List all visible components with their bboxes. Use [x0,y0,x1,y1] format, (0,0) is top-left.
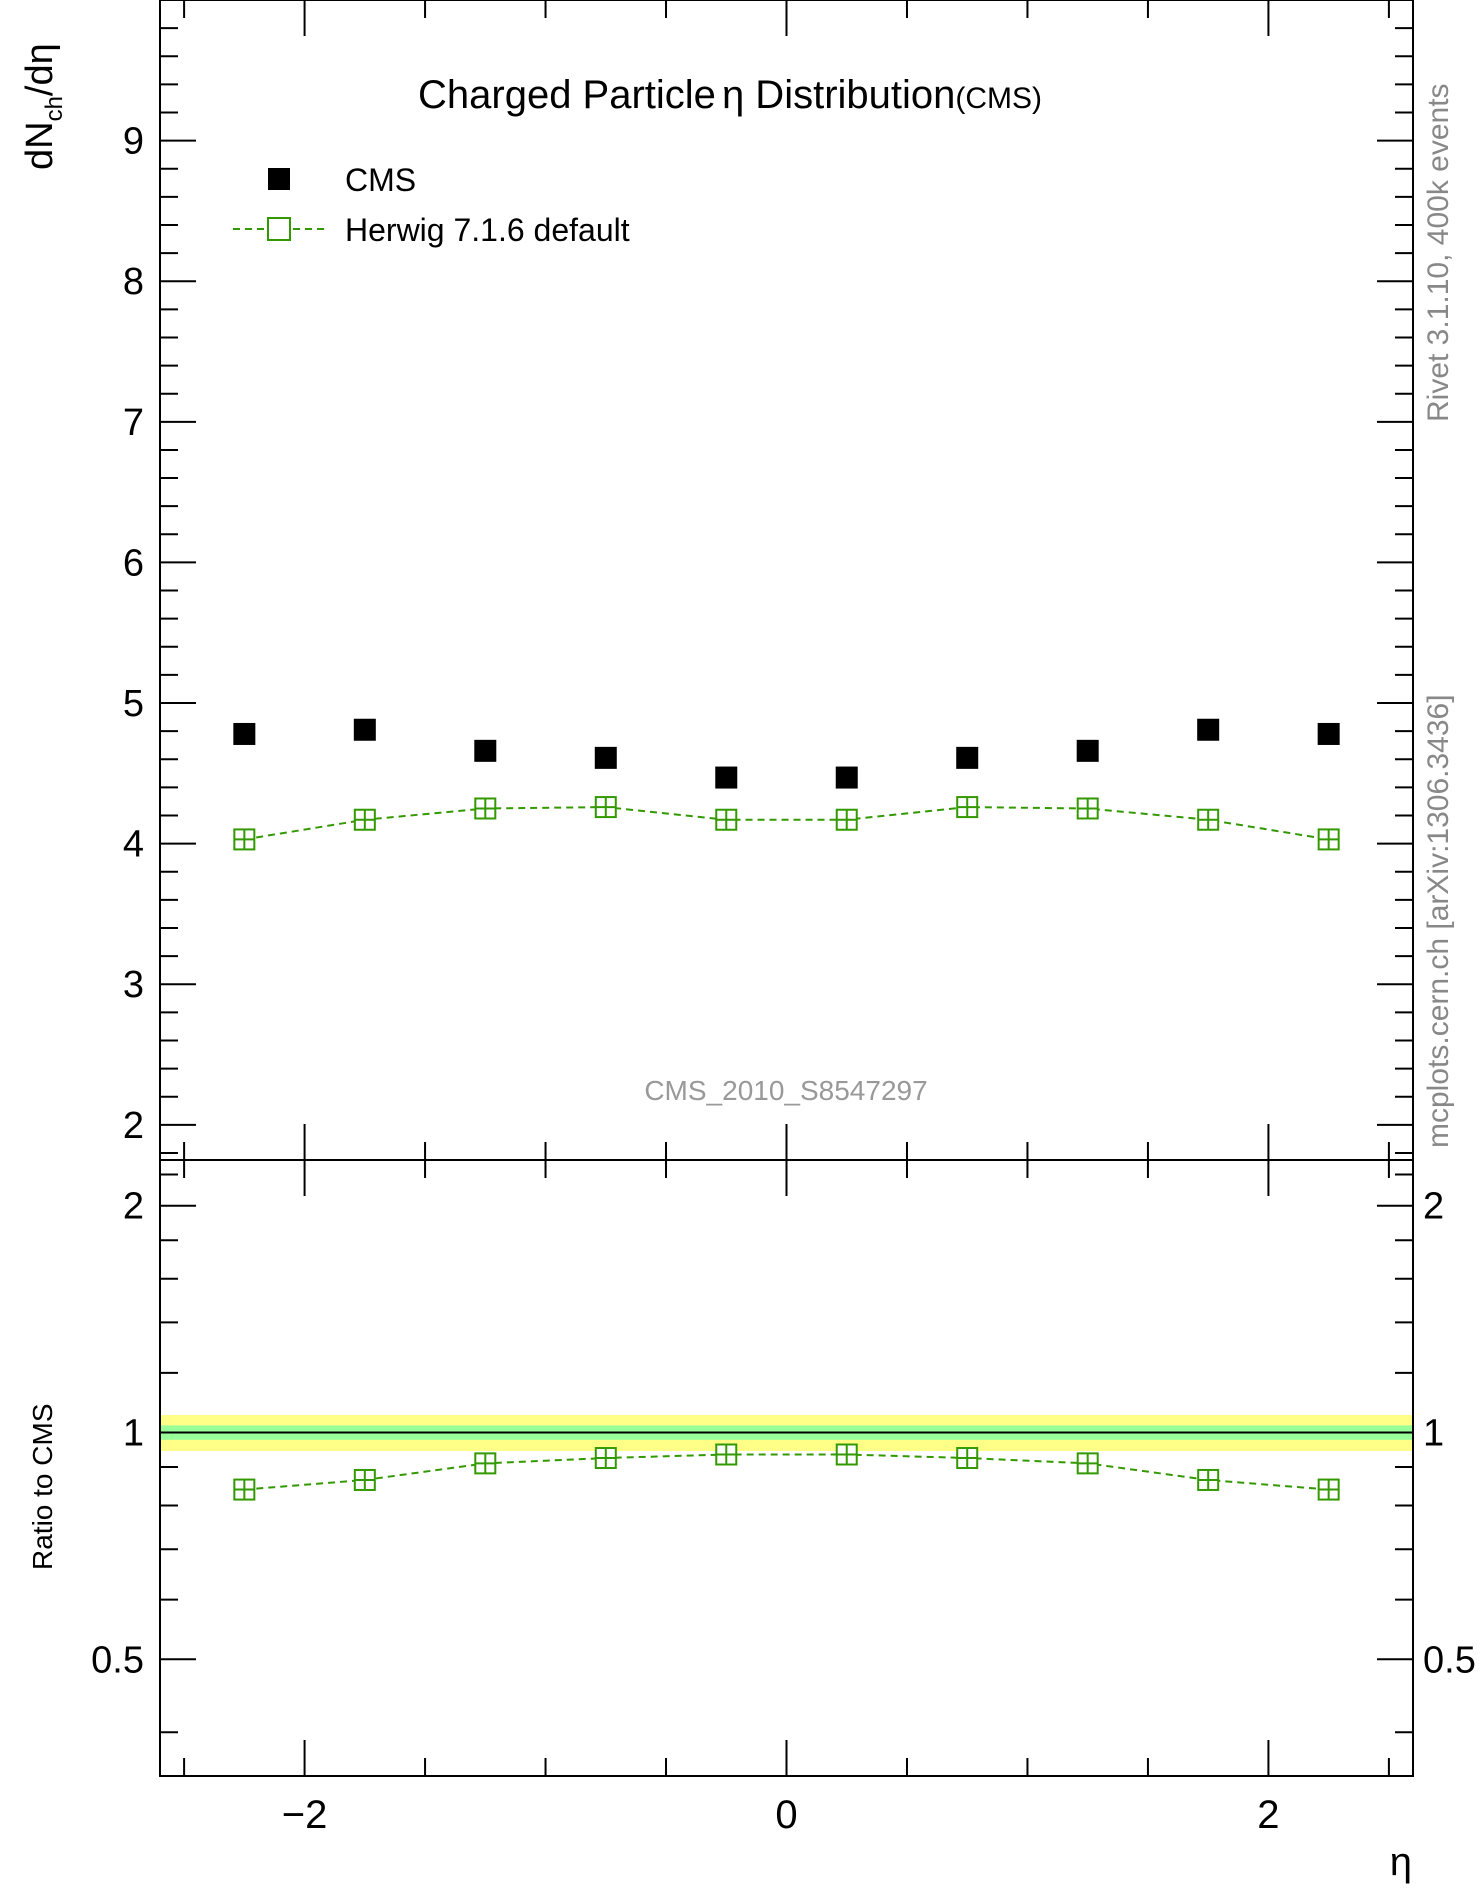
side-label-rivet: Rivet 3.1.10, 400k events [1422,83,1455,422]
chart-title-tag: (CMS) [955,82,1042,115]
ratio-uncertainty-bands [160,1414,1413,1452]
x-axis-label: η [1390,1840,1412,1884]
ratio-ytick-label-left: 2 [123,1186,144,1228]
main-plot: 2 3 4 5 6 7 8 9 [123,121,1340,1147]
main-ytick-label: 6 [123,542,144,584]
ratio-ytick-label-right: 1 [1423,1413,1444,1455]
legend: CMS Herwig 7.1.6 default [233,162,630,248]
side-label-mcplots: mcplots.cern.ch [arXiv:1306.3436] [1422,694,1455,1148]
chart-title-text: Charged Particle [418,73,716,117]
header-fragment: pp [395,0,437,1]
cms-point [594,746,617,769]
analysis-label: CMS_2010_S8547297 [644,1075,927,1106]
x-tick-label: 0 [775,1793,797,1837]
x-tick-label: −2 [282,1793,328,1837]
cms-point [1317,722,1340,745]
ratio-ytick-label-right: 2 [1423,1186,1444,1228]
main-ytick-label: 8 [123,261,144,303]
main-ytick-label: 2 [123,1105,144,1147]
legend-marker-cms [268,168,290,190]
chart-title-rest: Distribution [744,73,955,117]
chart-title-symbol: η [722,73,744,117]
cms-point [835,766,858,789]
legend-label-cms: CMS [345,162,416,198]
main-ylabel: dNch/dη [19,43,68,170]
ratio-herwig-line [244,1453,1329,1491]
legend-marker-herwig [267,217,291,241]
main-ytick-label: 5 [123,683,144,725]
legend-label-herwig: Herwig 7.1.6 default [345,212,630,248]
plot-frames [159,0,1414,1777]
chart-title: Charged Particle η Distribution(CMS) [418,73,1042,117]
x-tick-label: 2 [1257,1793,1279,1837]
cms-point [956,746,979,769]
main-ytick-label: 3 [123,964,144,1006]
cms-point [1197,718,1220,741]
cms-point [1076,739,1099,762]
main-ytick-label: 7 [123,402,144,444]
ratio-plot-frame [159,1159,1414,1777]
cms-point [233,722,256,745]
cms-point [715,766,738,789]
ratio-ytick-label-left: 0.5 [91,1639,144,1681]
herwig-line [244,806,1329,841]
main-ytick-label: 4 [123,824,144,866]
cms-point [474,739,497,762]
cms-point [353,718,376,741]
ratio-plot: −2 0 2 0.5 0.5 1 1 2 2 [91,1186,1476,1837]
ratio-ytick-label-left: 1 [123,1413,144,1455]
main-ytick-label: 9 [123,121,144,163]
ratio-ytick-label-right: 0.5 [1423,1639,1476,1681]
ratio-ylabel: Ratio to CMS [27,1404,58,1571]
